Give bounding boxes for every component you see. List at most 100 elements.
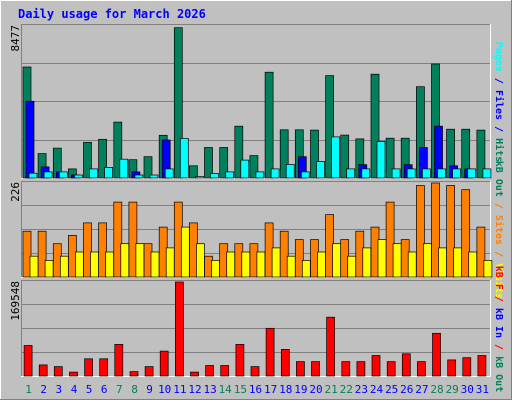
bar-pages-day-25 xyxy=(391,168,401,179)
day-label-7: 7 xyxy=(116,383,123,396)
panel-max-label: 169548 xyxy=(9,281,22,321)
bar-kb-f-day-26 xyxy=(401,353,411,377)
bar-pages-day-12 xyxy=(195,176,204,179)
axis-label-part: / xyxy=(493,338,504,356)
bar-pages-day-15 xyxy=(240,159,250,179)
bar-pages-day-19 xyxy=(300,171,310,179)
bar-visits-day-15 xyxy=(241,251,251,278)
bar-sites-day-2 xyxy=(37,230,47,278)
bar-kb-f-day-4 xyxy=(69,371,78,377)
bar-sites-day-29 xyxy=(446,185,455,278)
bar-kb-f-day-28 xyxy=(432,332,441,377)
day-label-13: 13 xyxy=(203,383,216,396)
bar-visits-day-12 xyxy=(196,243,205,278)
bar-kb-f-day-10 xyxy=(159,350,169,377)
day-label-16: 16 xyxy=(249,383,262,396)
day-label-6: 6 xyxy=(101,383,108,396)
day-label-26: 26 xyxy=(400,383,413,396)
bar-hits-day-21 xyxy=(325,75,334,179)
bar-kb-f-day-9 xyxy=(144,366,154,377)
axis-label-part: Sites xyxy=(493,215,505,245)
bar-hits-day-22 xyxy=(340,134,350,179)
bar-hits-day-15 xyxy=(234,125,244,179)
day-label-2: 2 xyxy=(40,383,47,396)
axis-label-part: / xyxy=(493,245,504,263)
chart-title: Daily usage for March 2026 xyxy=(18,7,206,21)
day-axis: 1 2 3 4 5 6 7 8 9 10 11 12 13 14 15 16 17 18 19 20 21 22 23 24 2… xyxy=(25,383,489,396)
day-label-11: 11 xyxy=(173,383,186,396)
bar-kb-f-day-2 xyxy=(38,364,48,377)
bar-files-day-1 xyxy=(25,100,35,179)
day-label-12: 12 xyxy=(188,383,201,396)
bar-sites-day-27 xyxy=(416,185,425,278)
axis-label-part: Visits xyxy=(493,263,505,299)
panel-axis-label: Pages / Files / Hits xyxy=(493,42,505,162)
day-label-22: 22 xyxy=(340,383,353,396)
bar-sites-day-30 xyxy=(461,189,471,278)
bar-visits-day-13 xyxy=(211,260,220,278)
bar-kb-f-day-5 xyxy=(84,358,93,377)
bar-visits-day-26 xyxy=(407,251,417,278)
bar-kb-f-day-14 xyxy=(220,365,230,377)
bar-pages-day-2 xyxy=(43,171,53,179)
day-label-28: 28 xyxy=(430,383,443,396)
bar-hits-day-6 xyxy=(98,138,107,179)
panel-visits-sites: 226 kB Out / Sites / Visits xyxy=(9,161,505,299)
day-label-9: 9 xyxy=(146,383,153,396)
bar-sites-day-6 xyxy=(98,222,107,278)
bar-kb-f-day-24 xyxy=(371,355,381,377)
day-label-20: 20 xyxy=(309,383,322,396)
axis-label-part: Files xyxy=(493,90,505,120)
day-label-30: 30 xyxy=(461,383,474,396)
bar-kb-f-day-30 xyxy=(462,357,472,377)
bar-visits-day-25 xyxy=(392,243,402,278)
panel-hits-files-pages: 8477 Pages / Files / Hits xyxy=(9,24,505,179)
bar-visits-day-20 xyxy=(317,251,326,278)
bar-sites-day-8 xyxy=(128,201,138,278)
bar-pages-day-30 xyxy=(467,168,477,179)
bar-hits-day-20 xyxy=(310,129,319,179)
panel-axis-label: kB Out / Sites / Visits xyxy=(493,161,505,299)
bar-pages-day-14 xyxy=(225,171,235,179)
bar-pages-day-8 xyxy=(134,174,144,179)
day-label-27: 27 xyxy=(415,383,428,396)
axis-label-part: Hits xyxy=(493,138,505,162)
bar-hits-day-24 xyxy=(370,73,380,179)
day-label-17: 17 xyxy=(264,383,277,396)
bar-kb-f-day-15 xyxy=(235,344,245,377)
axis-label-part: / xyxy=(493,197,504,215)
bar-pages-day-31 xyxy=(482,168,492,179)
bar-hits-day-31 xyxy=(476,129,486,179)
axis-label-part: kB Out xyxy=(493,356,504,392)
day-label-14: 14 xyxy=(219,383,233,396)
bar-hits-day-9 xyxy=(143,156,153,179)
day-label-23: 23 xyxy=(355,383,368,396)
bar-hits-day-17 xyxy=(264,71,274,179)
bar-visits-day-16 xyxy=(256,251,266,278)
bar-sites-day-1 xyxy=(22,230,32,278)
bar-pages-day-9 xyxy=(149,174,159,179)
bar-visits-day-22 xyxy=(347,255,357,278)
bar-kb-f-day-8 xyxy=(129,371,139,377)
axis-label-part: Pages xyxy=(493,42,504,72)
day-label-24: 24 xyxy=(370,383,384,396)
bar-visits-day-5 xyxy=(90,251,99,278)
bar-visits-day-31 xyxy=(483,260,493,278)
panel-kbytes: 169548 kB F / kB In / kB Out xyxy=(9,266,504,392)
bar-pages-day-10 xyxy=(164,168,174,179)
bar-kb-f-day-17 xyxy=(265,327,275,377)
bar-pages-day-11 xyxy=(179,138,189,179)
bar-kb-f-day-7 xyxy=(114,344,124,377)
bar-kb-f-day-6 xyxy=(99,358,109,377)
bar-sites-day-7 xyxy=(113,201,123,278)
axis-label-part: kB Out xyxy=(493,161,504,197)
bar-kb-f-day-3 xyxy=(53,366,63,377)
bar-pages-day-1 xyxy=(28,172,38,179)
day-label-25: 25 xyxy=(385,383,398,396)
bar-pages-day-24 xyxy=(376,141,386,179)
day-label-10: 10 xyxy=(158,383,171,396)
bar-kb-f-day-19 xyxy=(296,361,305,377)
bar-visits-day-3 xyxy=(59,255,69,278)
bar-visits-day-27 xyxy=(423,243,432,278)
